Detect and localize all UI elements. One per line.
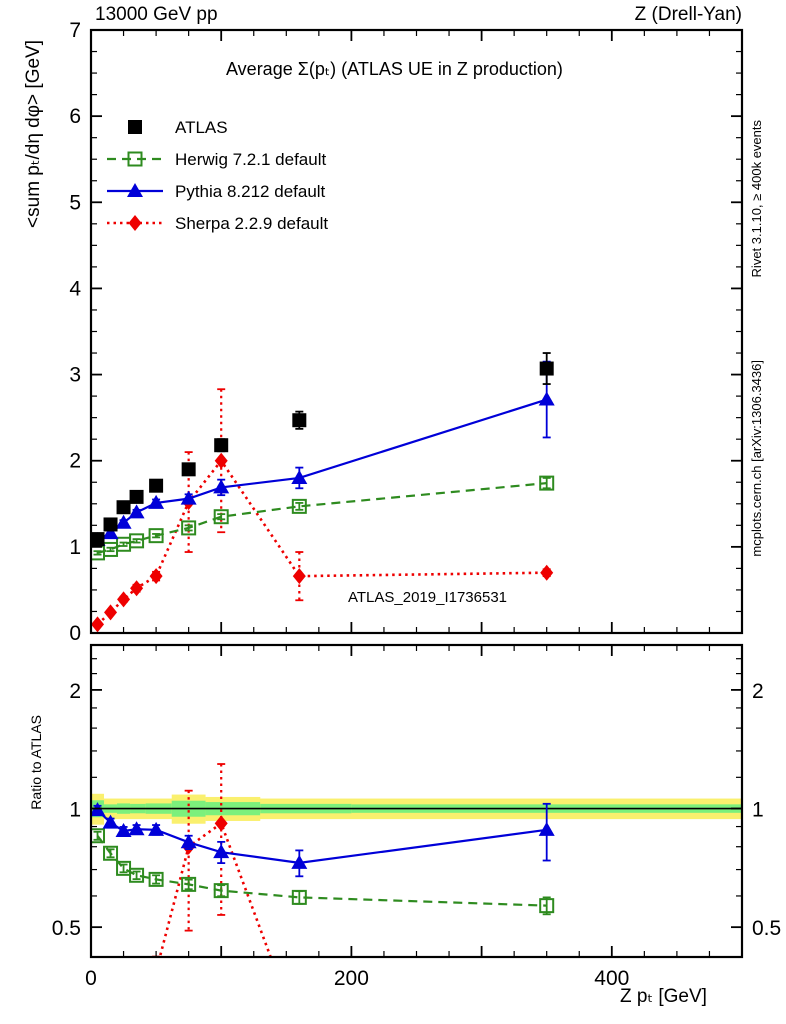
main-marker [128, 504, 145, 519]
ratio-marker [213, 844, 230, 859]
page-title: Average Σ(pₜ) (ATLAS UE in Z production) [226, 59, 563, 79]
ratio-marker [115, 822, 132, 837]
main-marker [540, 564, 554, 581]
legend-marker-3 [128, 215, 142, 231]
main-marker [291, 498, 307, 514]
y-tick-label-ratio: 1 [69, 799, 81, 822]
header-right: Z (Drell-Yan) [634, 4, 742, 25]
y-tick-label-main: 2 [69, 450, 81, 473]
ratio-marker [129, 867, 145, 883]
main-marker [539, 475, 555, 491]
main-marker [148, 494, 165, 509]
ratio-marker [538, 821, 555, 836]
header-left: 13000 GeV pp [95, 4, 218, 25]
ratio-marker [102, 814, 119, 829]
y-axis-label-ratio: Ratio to ATLAS [28, 715, 44, 810]
main-marker [91, 532, 105, 547]
ratio-marker [148, 871, 164, 887]
ratio-marker [291, 854, 308, 869]
main-marker [214, 452, 228, 469]
main-marker [291, 469, 308, 484]
ratio-marker [150, 963, 163, 979]
ratio-marker [291, 889, 307, 905]
y-tick-label-ratio: 0.5 [52, 917, 81, 940]
ratio-line-herwig [96, 835, 547, 907]
y-axis-label-main: <sum pₜ/dη dφ> [GeV] [23, 40, 44, 228]
side-text-top: Rivet 3.1.10, ≥ 400k events [749, 120, 764, 278]
ratio-marker [213, 883, 229, 899]
y-tick-label-main: 5 [69, 191, 81, 214]
ratio-marker [148, 821, 165, 836]
main-marker [148, 528, 164, 544]
main-marker [91, 616, 105, 633]
ratio-line-sherpa [158, 821, 273, 957]
ratio-marker [180, 834, 197, 849]
y-tick-label-main: 7 [69, 19, 81, 42]
main-marker [102, 525, 119, 540]
y-tick-label-main: 0 [69, 622, 81, 645]
ratio-marker [214, 815, 228, 832]
main-line-pythia [96, 398, 548, 541]
ratio-marker [128, 821, 145, 836]
main-marker [538, 391, 555, 406]
legend-marker-2 [127, 183, 143, 197]
y-tick-label-ratio-right: 0.5 [752, 917, 781, 940]
y-tick-label-ratio-right: 2 [752, 680, 764, 703]
main-marker [180, 490, 197, 505]
x-axis-label: Z pₜ [GeV] [620, 986, 707, 1007]
ratio-marker [103, 845, 119, 861]
main-marker [149, 478, 164, 493]
main-marker [539, 361, 554, 376]
main-marker [181, 520, 197, 536]
main-marker [115, 514, 132, 529]
legend-label-2: Pythia 8.212 default [175, 182, 326, 201]
main-marker [149, 568, 163, 585]
main-marker [130, 580, 144, 597]
ratio-marker [181, 876, 197, 892]
main-marker [129, 533, 145, 549]
main-marker [213, 509, 229, 525]
legend-label-3: Sherpa 2.2.9 default [175, 214, 328, 233]
y-tick-label-main: 1 [69, 536, 81, 559]
main-line-herwig [97, 482, 547, 554]
legend-marker-1 [127, 151, 143, 167]
main-marker [129, 489, 144, 504]
x-tick-label: 400 [594, 967, 629, 990]
main-marker [292, 568, 306, 585]
x-tick-label: 200 [334, 967, 369, 990]
legend-label-1: Herwig 7.2.1 default [175, 150, 326, 169]
y-tick-label-main: 3 [69, 364, 81, 387]
main-marker [213, 479, 230, 494]
main-marker [181, 462, 196, 477]
y-tick-label-main: 6 [69, 105, 81, 128]
legend-marker-0 [128, 120, 142, 134]
main-marker [117, 591, 131, 608]
x-tick-label: 0 [85, 967, 97, 990]
main-marker [103, 517, 118, 532]
main-marker [104, 604, 118, 621]
legend-label-0: ATLAS [175, 118, 228, 137]
main-marker [292, 413, 307, 428]
watermark: ATLAS_2019_I1736531 [348, 589, 508, 606]
y-tick-label-ratio-right: 1 [752, 799, 764, 822]
y-tick-label-main: 4 [69, 277, 81, 300]
ratio-marker [539, 898, 555, 914]
main-marker [214, 438, 229, 453]
side-text-bottom: mcplots.cern.ch [arXiv:1306.3436] [749, 360, 764, 557]
main-marker [116, 500, 131, 515]
ratio-marker [130, 991, 143, 1007]
y-tick-label-ratio: 2 [69, 680, 81, 703]
